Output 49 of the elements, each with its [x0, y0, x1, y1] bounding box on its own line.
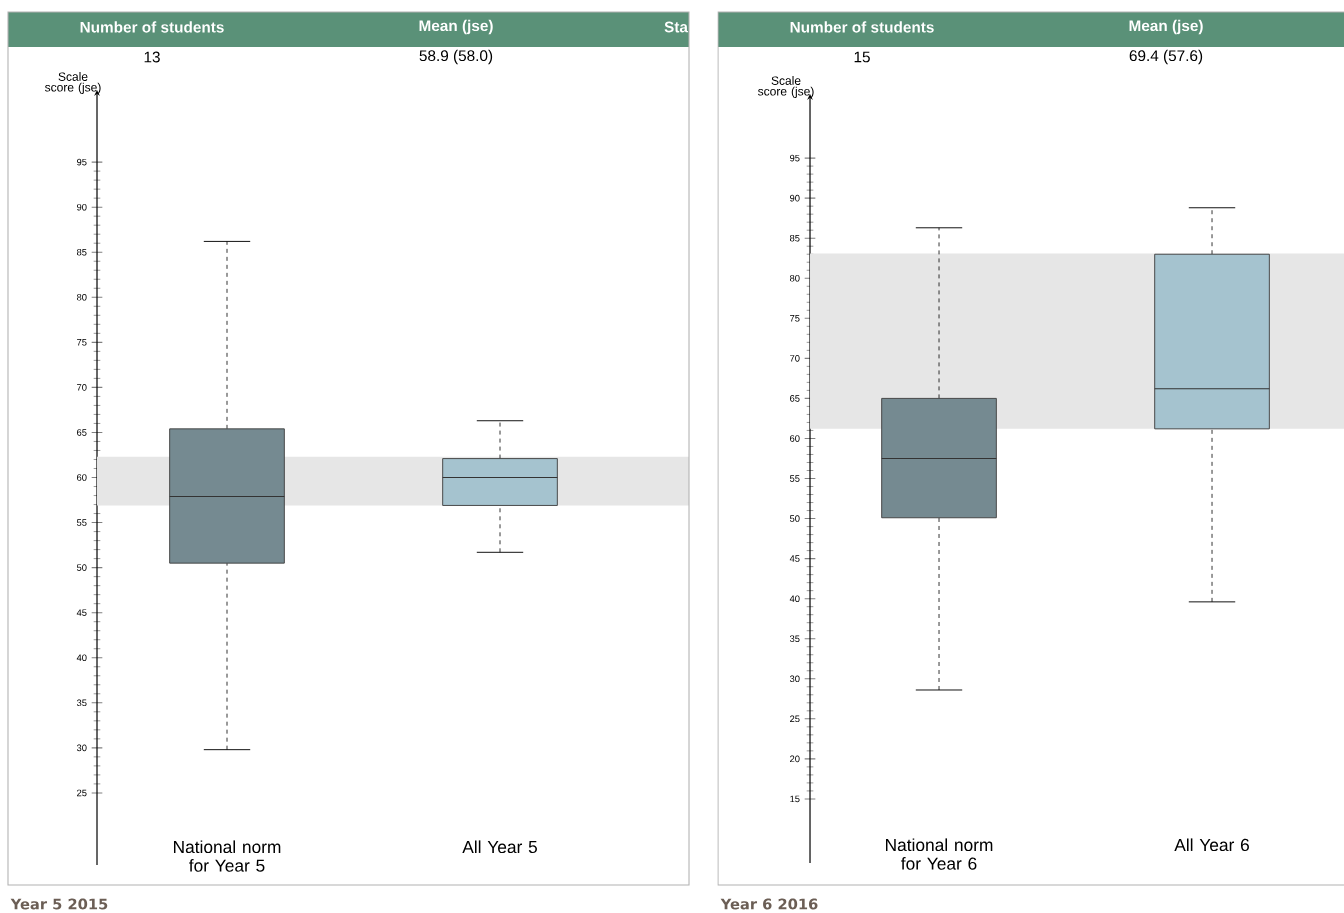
y-tick-label: 45	[789, 555, 800, 562]
y-tick-label: 40	[789, 595, 800, 602]
y-tick-label: 50	[789, 515, 800, 522]
y-tick-label: 25	[790, 715, 800, 723]
y-tick-label: 75	[790, 315, 800, 322]
text: 69.4 (57.6)	[1129, 49, 1203, 65]
y-tick-label: 20	[790, 755, 800, 763]
text: Mean (jse)	[419, 19, 493, 35]
x-tick-label: National norm for Year 6	[886, 838, 993, 870]
y-tick-label: 65	[790, 395, 800, 402]
y-tick-label: 35	[789, 635, 800, 643]
text: Number of students	[790, 21, 934, 33]
y-tick-label: 70	[790, 355, 800, 362]
text: Mean (jse)	[1129, 19, 1203, 35]
y-tick-label: 95	[790, 154, 800, 162]
text: 58.9 (58.0)	[419, 49, 493, 65]
y-tick-label: 60	[77, 474, 87, 481]
y-tick-label: 90	[77, 203, 87, 211]
y-tick-label: 85	[789, 234, 800, 242]
y-axis-title: Scale score (jse)	[758, 76, 814, 98]
y-tick-label: 30	[789, 675, 800, 683]
y-tick-label: 25	[77, 789, 87, 797]
y-tick-label: 55	[789, 475, 800, 482]
y-tick-label: 30	[76, 744, 87, 752]
text: Year 6 2016	[720, 898, 818, 910]
text: Number of students	[80, 21, 224, 33]
y-tick-label: 60	[790, 435, 800, 442]
text: 13	[144, 51, 160, 63]
y-tick-label: 80	[789, 274, 800, 282]
text: 15	[854, 51, 870, 63]
y-tick-label: 50	[76, 564, 87, 571]
x-tick-label: National norm for Year 5	[173, 840, 281, 872]
y-tick-label: 35	[76, 699, 87, 707]
y-tick-label: 40	[76, 654, 87, 662]
x-tick-label: All Year 6	[1174, 838, 1249, 852]
y-axis-title: Scale score (jse)	[45, 72, 101, 94]
y-tick-label: 75	[77, 339, 87, 346]
text: Sta	[664, 21, 689, 33]
y-tick-label: 45	[76, 609, 87, 616]
y-tick-label: 55	[76, 519, 87, 526]
y-tick-label: 85	[76, 248, 87, 256]
y-tick-label: 15	[790, 795, 800, 803]
y-tick-label: 80	[76, 293, 87, 301]
y-tick-label: 90	[790, 194, 800, 202]
y-tick-label: 65	[77, 429, 87, 436]
text: Year 5 2015	[10, 898, 108, 910]
x-tick-label: All Year 5	[462, 840, 537, 854]
y-tick-label: 95	[77, 158, 87, 166]
y-tick-label: 70	[77, 384, 87, 391]
